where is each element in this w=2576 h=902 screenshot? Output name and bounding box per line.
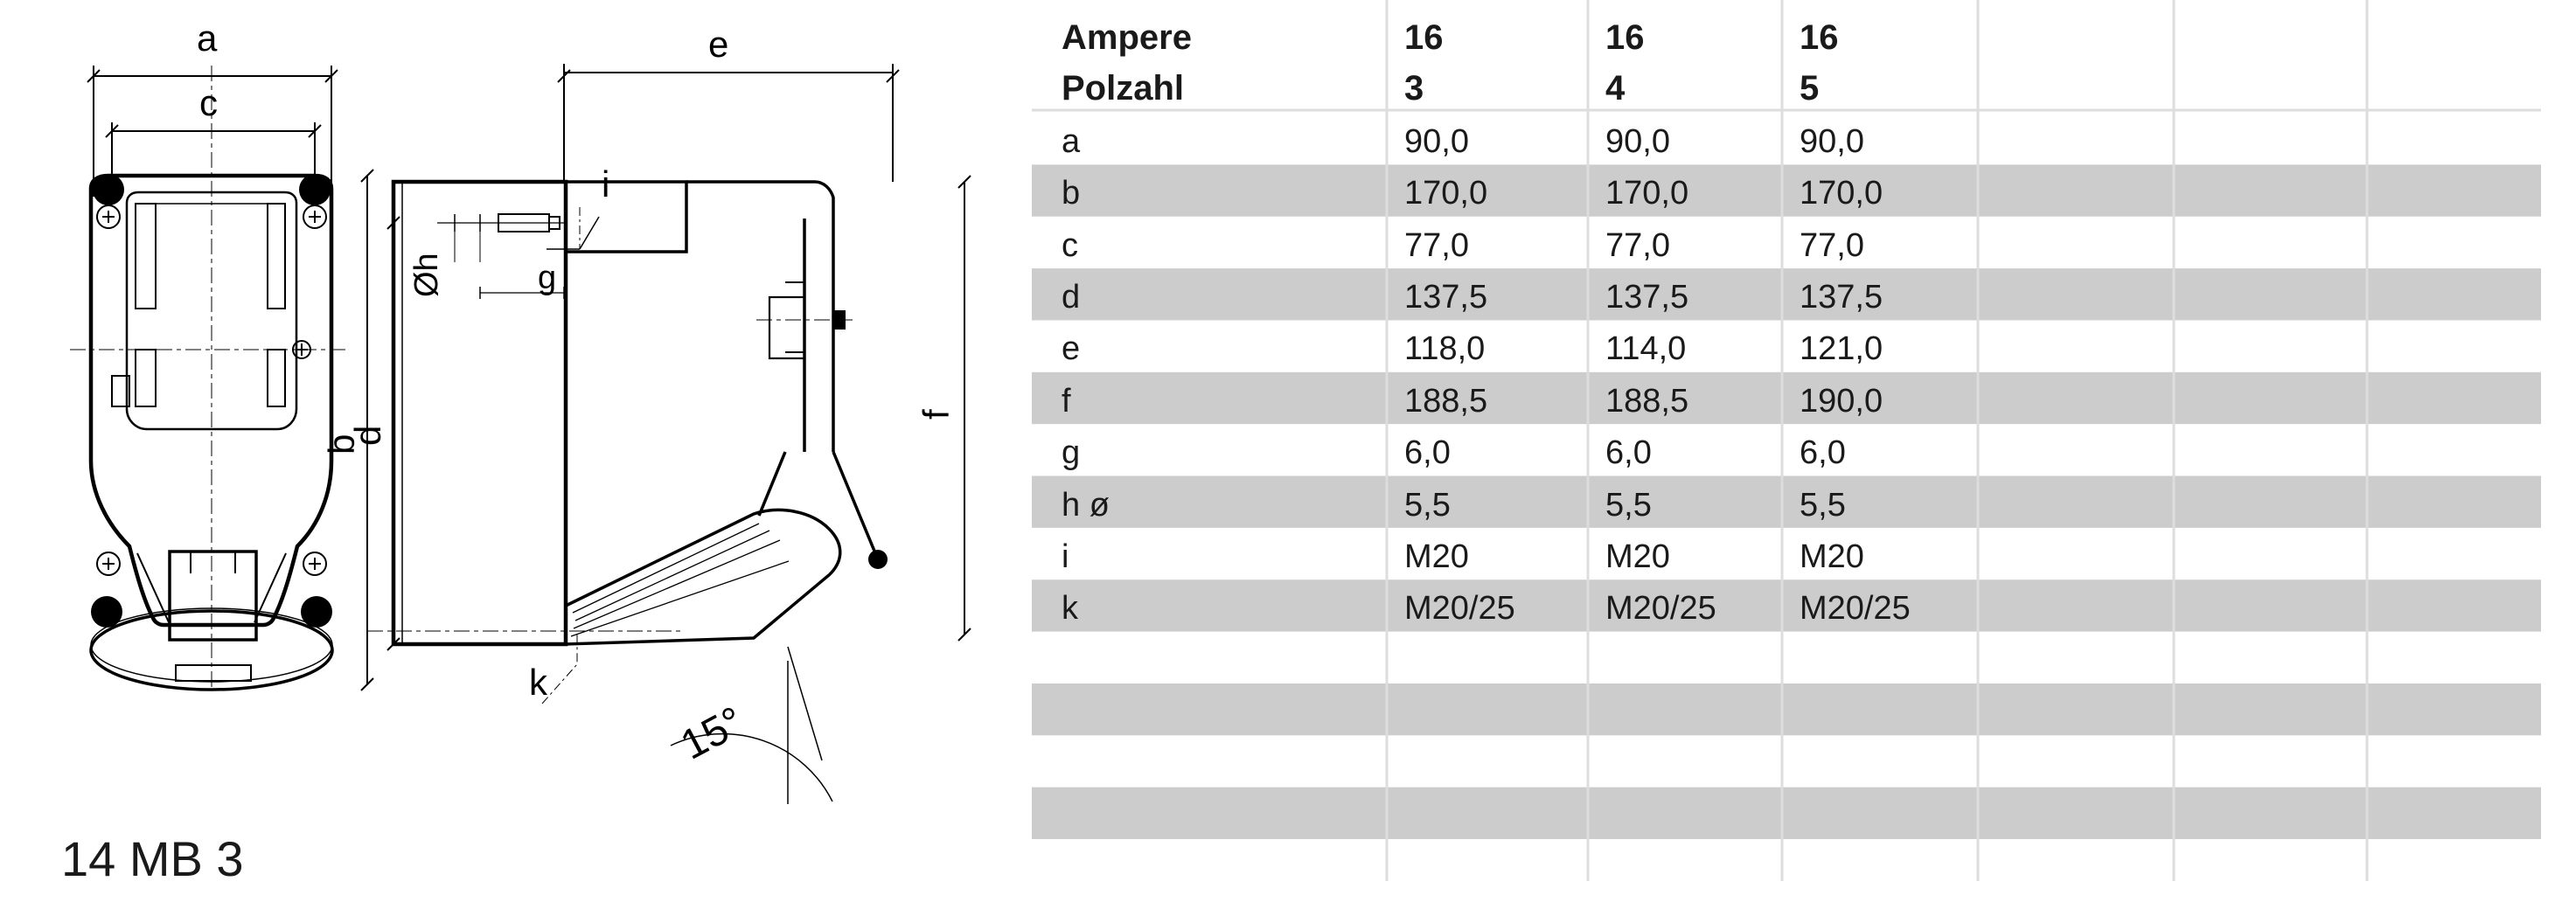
svg-text:Øh: Øh bbox=[408, 253, 445, 297]
svg-text:k: k bbox=[529, 662, 548, 703]
svg-text:i: i bbox=[602, 163, 609, 205]
svg-text:a: a bbox=[197, 17, 218, 59]
svg-text:e: e bbox=[708, 24, 728, 65]
svg-text:d: d bbox=[347, 426, 388, 446]
svg-text:c: c bbox=[199, 82, 218, 123]
svg-text:15°: 15° bbox=[673, 698, 751, 769]
svg-text:f: f bbox=[916, 409, 957, 420]
svg-text:g: g bbox=[538, 260, 556, 296]
